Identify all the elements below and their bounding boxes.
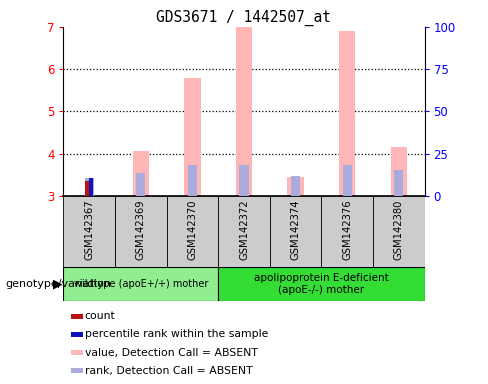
Text: genotype/variation: genotype/variation (5, 279, 111, 289)
Bar (63, 267, 218, 301)
Bar (287, 177, 304, 196)
Bar (133, 152, 149, 196)
Bar (136, 173, 145, 196)
Text: count: count (85, 311, 116, 321)
Text: GSM142370: GSM142370 (187, 199, 198, 260)
Bar (84, 178, 94, 196)
Text: GSM142369: GSM142369 (136, 199, 146, 260)
Bar (394, 170, 404, 196)
Bar (115, 196, 166, 267)
Text: GSM142380: GSM142380 (394, 199, 404, 260)
Bar (236, 27, 252, 196)
Text: apolipoprotein E-deficient
(apoE-/-) mother: apolipoprotein E-deficient (apoE-/-) mot… (254, 273, 389, 295)
Bar (218, 196, 270, 267)
Bar (89, 178, 93, 196)
Bar (239, 165, 249, 196)
Title: GDS3671 / 1442507_at: GDS3671 / 1442507_at (157, 9, 331, 25)
Bar (71, 368, 82, 373)
Text: GSM142376: GSM142376 (342, 199, 352, 260)
Bar (322, 196, 373, 267)
Bar (291, 175, 300, 196)
Text: wildtype (apoE+/+) mother: wildtype (apoE+/+) mother (74, 279, 208, 289)
Text: GSM142367: GSM142367 (84, 199, 94, 260)
Text: value, Detection Call = ABSENT: value, Detection Call = ABSENT (85, 348, 258, 358)
Bar (390, 147, 407, 196)
Bar (188, 166, 197, 196)
Text: percentile rank within the sample: percentile rank within the sample (85, 329, 268, 339)
Text: GSM142374: GSM142374 (290, 199, 301, 260)
Bar (71, 350, 82, 355)
Bar (270, 196, 322, 267)
Bar (343, 165, 352, 196)
Bar (218, 267, 425, 301)
Bar (84, 181, 90, 196)
Bar (184, 78, 201, 196)
Bar (339, 31, 355, 196)
Text: ▶: ▶ (53, 278, 62, 291)
Bar (71, 314, 82, 319)
Bar (71, 332, 82, 337)
Bar (166, 196, 218, 267)
Bar (373, 196, 425, 267)
Bar (63, 196, 115, 267)
Text: rank, Detection Call = ABSENT: rank, Detection Call = ABSENT (85, 366, 252, 376)
Text: GSM142372: GSM142372 (239, 199, 249, 260)
